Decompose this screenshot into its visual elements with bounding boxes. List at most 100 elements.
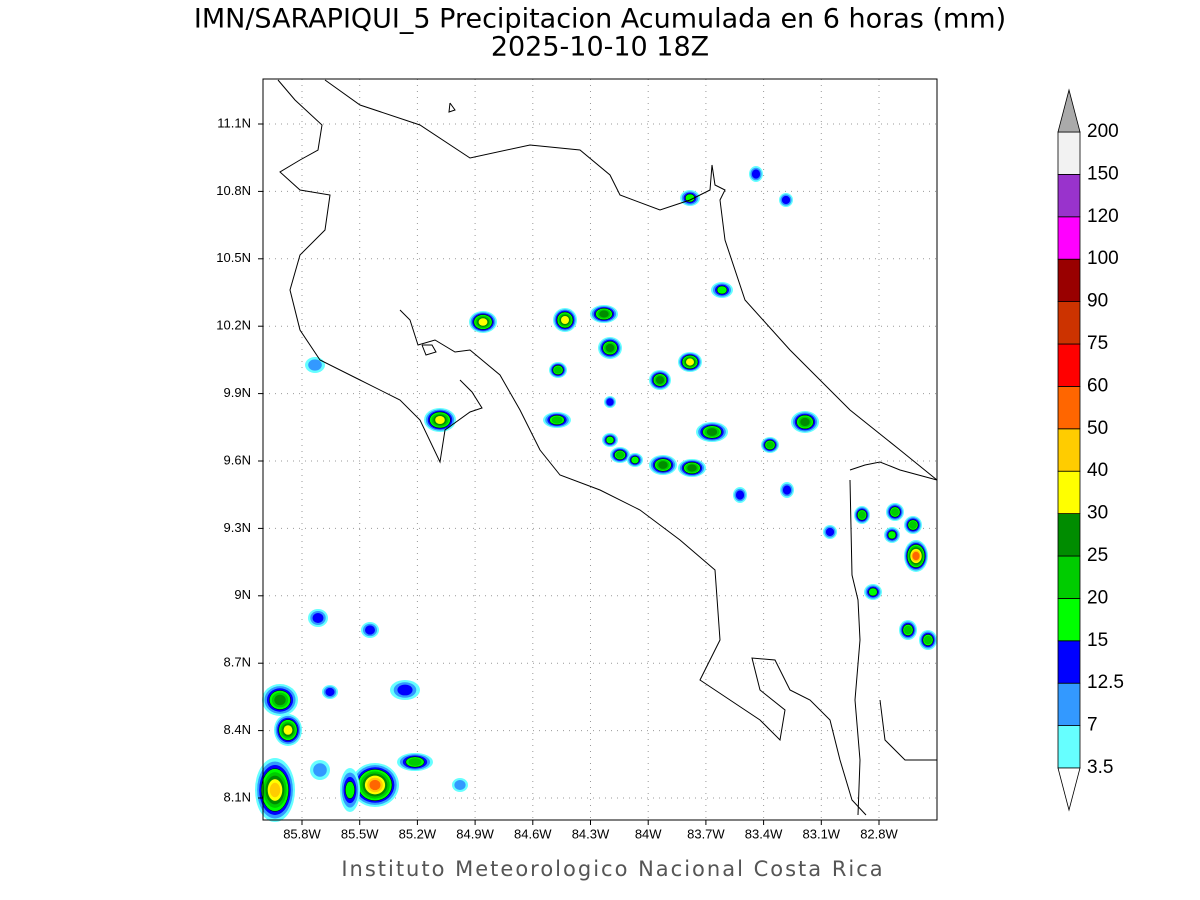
lat-label: 8.1N — [224, 789, 251, 804]
colorbar-bin — [1057, 513, 1081, 557]
colorbar-bin — [1057, 555, 1081, 599]
lat-label: 10.2N — [216, 318, 251, 333]
lon-label: 84.6W — [514, 826, 552, 841]
lon-label: 85.8W — [283, 826, 321, 841]
precip-contour — [891, 508, 899, 516]
precip-contour — [454, 780, 466, 790]
colorbar-label: 75 — [1087, 333, 1108, 354]
precip-contour — [868, 587, 878, 597]
colorbar-bin — [1057, 173, 1081, 218]
title: IMN/SARAPIQUI_5 Precipitacion Acumulada … — [194, 4, 1006, 35]
precip-contour — [605, 436, 615, 444]
map-frame — [262, 78, 938, 821]
precip-contour — [369, 779, 381, 791]
precip-contour — [606, 398, 614, 406]
precip-contour — [630, 456, 640, 464]
lat-label: 9.6N — [224, 452, 251, 467]
precip-contour — [312, 613, 324, 623]
lon-label: 83.4W — [745, 826, 783, 841]
precip-contour — [909, 521, 917, 529]
precip-contour — [904, 625, 912, 635]
lat-label: 9N — [234, 587, 251, 602]
footer: Instituto Meteorologico Nacional Costa R… — [341, 857, 884, 881]
colorbar-label: 20 — [1087, 587, 1108, 608]
precip-contour — [308, 359, 322, 371]
precip-contour — [615, 451, 625, 459]
colorbar-label: 7 — [1087, 715, 1098, 736]
lon-label: 83.1W — [803, 826, 841, 841]
precip-contour — [345, 781, 355, 799]
precip-contour — [408, 758, 422, 766]
lon-label: 84.9W — [456, 826, 494, 841]
precip-contour — [781, 195, 791, 205]
border — [849, 461, 938, 481]
lat-label: 10.5N — [216, 250, 251, 265]
colorbar-label: 25 — [1087, 545, 1108, 566]
colorbar-bin — [1057, 385, 1081, 430]
coastline — [421, 344, 437, 356]
axis-labels: 85.8W 85.5W 85.2W 84.9W 84.6W 84.3W 84W 83.7W 83… — [216, 115, 898, 841]
graticule — [263, 79, 937, 820]
colorbar-bin — [1057, 428, 1081, 472]
subtitle: 2025-10-10 18Z — [491, 32, 709, 63]
precip-contour — [551, 416, 563, 424]
lat-label: 10.8N — [216, 183, 251, 198]
precip-contour — [397, 684, 413, 696]
colorbar-bin — [1057, 343, 1081, 387]
lon-label: 85.2W — [399, 826, 437, 841]
border — [849, 479, 861, 816]
colorbar-label: 3.5 — [1087, 757, 1113, 778]
lon-label: 83.7W — [687, 826, 725, 841]
coastline — [277, 79, 483, 464]
precip-contour — [313, 763, 327, 777]
colorbar-label: 50 — [1087, 418, 1108, 439]
colorbar-label: 120 — [1087, 206, 1119, 227]
lat-label: 9.9N — [224, 385, 251, 400]
colorbar-bin — [1057, 470, 1081, 515]
colorbar-bin — [1057, 598, 1081, 642]
lat-label: 11.1N — [217, 115, 251, 130]
precip-contour — [735, 490, 745, 500]
precip-contour — [365, 625, 375, 635]
lat-label: 8.4N — [224, 722, 251, 737]
colorbar-under — [1057, 767, 1081, 812]
colorbar-over — [1057, 88, 1081, 133]
colorbar-bin — [1057, 216, 1081, 260]
colorbar-label: 12.5 — [1087, 672, 1124, 693]
precip-contour — [706, 428, 718, 436]
lat-label: 9.3N — [224, 520, 251, 535]
precip-contour — [686, 358, 694, 366]
colorbar-bin — [1057, 258, 1081, 303]
lon-label: 84W — [635, 826, 662, 841]
precip-contour — [924, 635, 932, 645]
colorbar-label: 90 — [1087, 291, 1108, 312]
precip-contour — [751, 169, 761, 179]
coastline — [399, 309, 867, 816]
precip-contour — [655, 376, 665, 384]
coastline — [879, 699, 937, 761]
lon-label: 85.5W — [341, 826, 379, 841]
precip-contour — [858, 511, 866, 519]
precip-contour — [782, 485, 792, 495]
colorbar: 3.5 7 12.5 15 20 25 30 40 50 60 75 90 100 120 150 200 — [1057, 88, 1124, 812]
precip-contour — [887, 530, 897, 540]
lat-label: 8.7N — [224, 655, 251, 670]
precip-contour — [766, 441, 774, 449]
colorbar-bin — [1057, 301, 1081, 345]
precip-contour — [274, 694, 286, 706]
colorbar-label: 200 — [1087, 121, 1119, 142]
precip-contour — [283, 725, 293, 735]
colorbar-bin — [1057, 131, 1081, 175]
precip-contour — [658, 461, 668, 469]
colorbar-bin — [1057, 640, 1081, 684]
precip-contour — [269, 782, 281, 798]
colorbar-bin — [1057, 682, 1081, 727]
colorbar-bin — [1057, 725, 1081, 769]
precip-contour — [561, 316, 569, 324]
colorbar-label: 30 — [1087, 503, 1108, 524]
colorbar-label: 60 — [1087, 375, 1108, 396]
precip-contour — [687, 464, 697, 472]
